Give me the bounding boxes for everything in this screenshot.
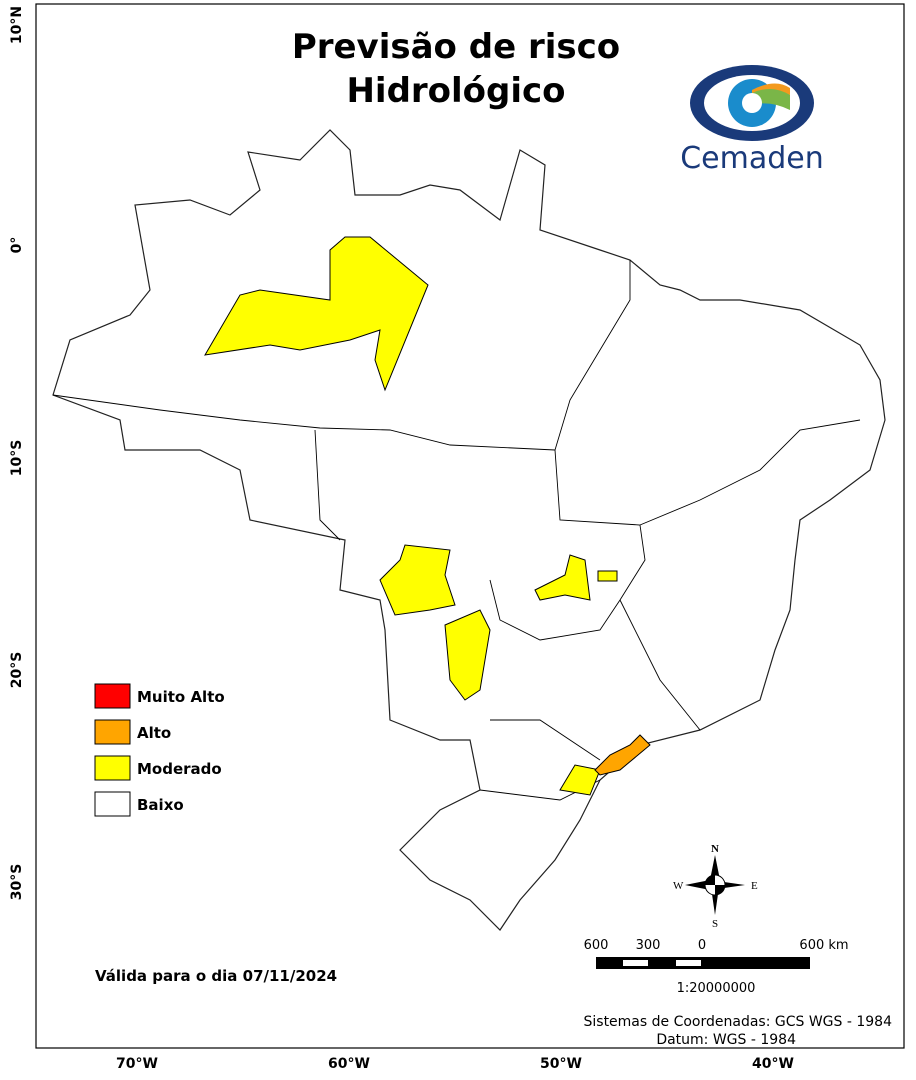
border [490, 719, 601, 761]
latitude-label: 0° [9, 237, 25, 254]
risk-area [534, 554, 591, 601]
logo-leaf [752, 86, 790, 110]
scale-segment [676, 960, 701, 966]
title: Previsão de risco [292, 27, 620, 67]
logo: Cemaden [680, 65, 824, 176]
footer: Sistemas de Coordenadas: GCS WGS - 1984 [584, 1014, 893, 1030]
legend-label: Baixo [137, 796, 184, 814]
scale-label: 300 [636, 938, 661, 953]
border [554, 260, 631, 451]
longitude-label: 70°W [116, 1056, 158, 1072]
compass-s: S [712, 918, 718, 930]
border [314, 429, 341, 541]
longitude-label: 40°W [752, 1056, 794, 1072]
legend-label: Muito Alto [137, 688, 225, 706]
scale-label: 0 [698, 938, 706, 953]
latitude-label: 30°S [9, 864, 25, 901]
scale-segment [623, 960, 648, 966]
footer: Datum: WGS - 1984 [656, 1032, 796, 1048]
legend-swatch [94, 755, 131, 781]
compass-n: N [711, 843, 719, 855]
border [52, 394, 556, 451]
risk-area [597, 570, 618, 582]
legend-swatch [94, 719, 131, 745]
logo-text: Cemaden [680, 141, 824, 176]
compass-w: W [673, 880, 684, 892]
logo-leaf [752, 83, 790, 95]
validity: Válida para o dia 07/11/2024 [95, 967, 337, 985]
scale-bar: 600 300 0 600 km 1:20000000 [584, 938, 849, 996]
compass: N S E W [673, 843, 758, 930]
legend-label: Alto [137, 724, 171, 742]
longitude-label: 60°W [328, 1056, 370, 1072]
latitude-label: 10°S [9, 440, 25, 477]
latitude-label: 10°N [9, 6, 25, 44]
scale-ratio: 1:20000000 [677, 981, 756, 996]
latitude-label: 20°S [9, 652, 25, 689]
compass-e: E [751, 880, 758, 892]
legend-swatch [94, 791, 131, 817]
scale-label: 600 km [799, 938, 848, 953]
scale-label: 600 [584, 938, 609, 953]
longitude-label: 50°W [540, 1056, 582, 1072]
logo-pupil [742, 93, 762, 113]
border [639, 419, 861, 526]
risk-area [444, 609, 491, 701]
legend-label: Moderado [137, 760, 222, 778]
border [619, 599, 701, 731]
risk-area [204, 236, 429, 392]
legend-swatch [94, 683, 131, 709]
legend: Muito Alto Alto Moderado Baixo [94, 683, 225, 817]
title: Hidrológico [346, 71, 565, 111]
scale-segment [596, 957, 810, 969]
risk-area [594, 734, 651, 776]
risk-area [379, 544, 456, 616]
compass-center [705, 875, 725, 895]
